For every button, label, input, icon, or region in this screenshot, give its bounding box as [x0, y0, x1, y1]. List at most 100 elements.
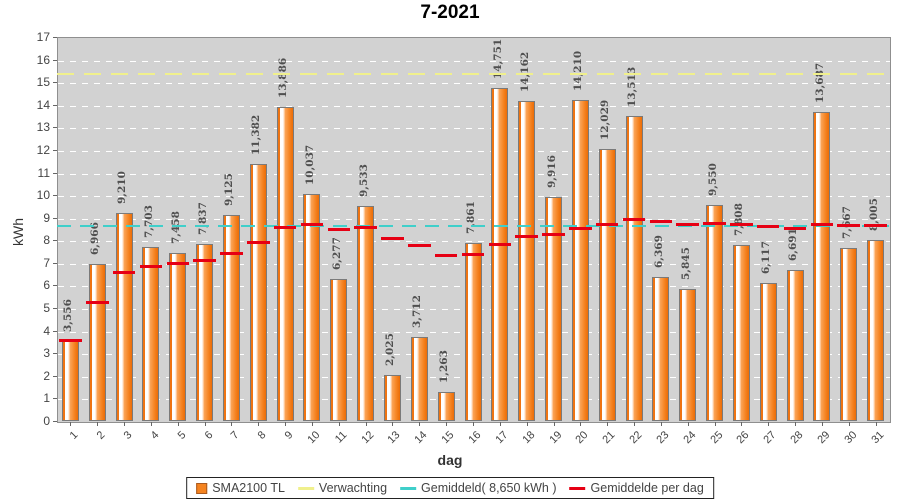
bar-day-15 [437, 392, 455, 421]
gridline [58, 150, 890, 152]
gemiddelde-per-dag-segment [676, 223, 699, 227]
bar-value-label: 14,751 [491, 38, 504, 79]
bar-value-label: 8,005 [867, 198, 880, 232]
bar-value-label: 7,667 [840, 205, 853, 239]
bar-value-label: 11,382 [250, 114, 263, 155]
x-tick-mark [177, 422, 179, 426]
verwachting-line-icon [297, 486, 314, 490]
gemiddelde-per-dag-segment [837, 223, 860, 227]
y-tick-label: 12 [36, 142, 50, 157]
bar-day-18 [518, 101, 536, 421]
legend-item-verwachting: Verwachting [297, 481, 388, 495]
y-tick-mark [53, 353, 57, 355]
bar-day-22 [625, 115, 643, 421]
x-tick-mark [553, 422, 555, 426]
bar-day-25 [706, 205, 724, 421]
bar-value-label: 7,703 [142, 205, 155, 238]
x-tick-mark [70, 422, 72, 426]
bar-value-label: 9,533 [357, 163, 370, 197]
x-tick-mark [687, 422, 689, 426]
x-tick-mark [821, 422, 823, 426]
legend-label: SMA2100 TL [212, 481, 285, 495]
y-tick-mark [53, 330, 57, 332]
gemiddelde-per-dag-segment [300, 222, 324, 226]
x-tick-mark [875, 422, 877, 426]
gemiddelde-per-dag-segment [864, 224, 887, 228]
x-tick-mark [634, 422, 636, 426]
legend-item-gemiddelde-per-dag: Gemiddelde per dag [569, 481, 704, 495]
bar-day-3 [115, 212, 133, 421]
bar-day-17 [491, 87, 509, 421]
bar-value-label: 7,458 [169, 210, 182, 244]
gemiddelde-per-dag-segment [327, 227, 351, 231]
x-tick-mark [150, 422, 152, 426]
y-tick-mark [53, 59, 57, 61]
y-tick-label: 17 [36, 30, 50, 44]
legend-label: Gemiddeld( 8,650 kWh ) [421, 481, 557, 495]
bar-day-11 [330, 279, 348, 421]
gemiddelde-per-dag-segment [542, 233, 565, 237]
bar-day-2 [88, 263, 106, 421]
y-tick-label: 2 [43, 368, 50, 383]
bar-day-31 [867, 240, 885, 421]
bar-value-label: 12,029 [599, 100, 612, 141]
bar-value-label: 6,369 [652, 235, 665, 269]
y-tick-mark [53, 104, 57, 106]
y-tick-label: 13 [36, 120, 50, 135]
bar-day-6 [196, 243, 214, 421]
x-tick-mark [392, 422, 394, 426]
y-tick-mark [53, 82, 57, 84]
y-tick-label: 10 [36, 188, 50, 203]
gemiddelde-per-dag-segment [139, 264, 163, 268]
x-tick-mark [338, 422, 340, 426]
y-tick-mark [53, 172, 57, 174]
bar-day-16 [464, 243, 482, 421]
y-tick-label: 3 [43, 346, 50, 361]
gemiddelde-per-dag-segment [569, 226, 592, 230]
gridline [58, 173, 890, 175]
gemiddelde-per-dag-segment [59, 339, 82, 343]
y-tick-label: 4 [43, 323, 50, 338]
gemiddelde-per-dag-segment [112, 270, 136, 274]
legend-label: Verwachting [318, 481, 388, 495]
gemiddelde-per-dag-segment [247, 240, 270, 244]
gridline [58, 128, 890, 130]
gemiddelde-per-dag-segment [434, 253, 458, 257]
x-tick-mark [446, 422, 448, 426]
gridline [58, 196, 890, 198]
bar-day-13 [383, 375, 401, 421]
bar-day-8 [249, 163, 267, 421]
gemiddelde-per-dag-segment [85, 300, 109, 304]
x-tick-mark [607, 422, 609, 426]
gemiddelde-per-dag-segment [649, 220, 673, 224]
y-tick-label: 6 [43, 278, 50, 293]
y-tick-mark [53, 195, 57, 197]
gemiddelde-per-dag-line-icon [569, 486, 586, 490]
y-tick-label: 7 [43, 255, 50, 270]
gridline [58, 241, 890, 243]
gemiddelde-per-dag-segment [810, 222, 834, 226]
x-tick-mark [204, 422, 206, 426]
gemiddelde-per-dag-segment [783, 226, 807, 230]
x-tick-mark [258, 422, 260, 426]
gemiddelde-per-dag-segment [273, 225, 297, 229]
y-tick-label: 8 [43, 233, 50, 248]
bar-day-28 [786, 269, 804, 421]
gridline [58, 218, 890, 220]
gemiddelde-per-dag-segment [730, 223, 753, 227]
gemiddelde-per-dag-segment [381, 237, 404, 241]
y-tick-label: 16 [36, 52, 50, 67]
legend-item-sma2100: SMA2100 TL [196, 481, 285, 495]
bar-value-label: 5,845 [679, 247, 692, 280]
y-tick-mark [53, 375, 57, 377]
x-tick-mark [419, 422, 421, 426]
y-tick-label: 0 [43, 414, 50, 428]
x-tick-mark [285, 422, 287, 426]
y-tick-label: 1 [43, 391, 50, 406]
gemiddelde-per-dag-segment [166, 261, 190, 265]
y-tick-mark [53, 240, 57, 242]
bar-value-label: 14,162 [518, 51, 531, 93]
x-tick-mark [473, 422, 474, 426]
x-tick-mark [124, 422, 126, 426]
gemiddelde-per-dag-segment [595, 222, 619, 226]
